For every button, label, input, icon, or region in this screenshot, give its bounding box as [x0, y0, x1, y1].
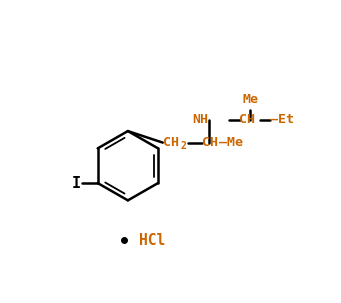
- Text: CH: CH: [239, 113, 255, 126]
- Text: Me: Me: [242, 93, 258, 106]
- Text: –Me: –Me: [219, 136, 243, 149]
- Text: HCl: HCl: [139, 233, 166, 248]
- Text: 2: 2: [181, 141, 187, 151]
- Text: NH: NH: [192, 113, 208, 126]
- Text: CH: CH: [163, 136, 179, 149]
- Text: CH: CH: [202, 136, 218, 149]
- Text: I: I: [72, 175, 80, 191]
- Text: –Et: –Et: [270, 113, 294, 126]
